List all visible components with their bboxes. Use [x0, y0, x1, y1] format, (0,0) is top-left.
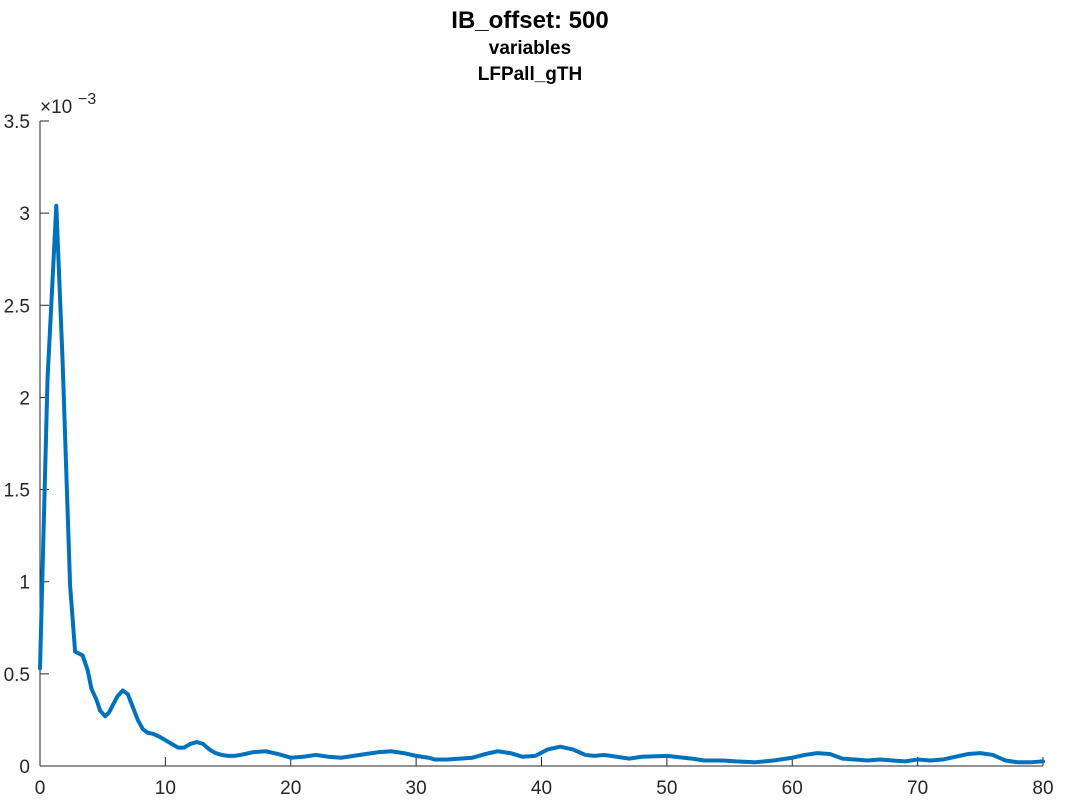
y-tick-label: 2 [19, 388, 30, 409]
y-tick-label: 2.5 [4, 296, 30, 317]
y-tick-label: 1.5 [4, 481, 30, 502]
x-tick-label: 60 [782, 778, 803, 799]
y-tick-label: 3 [19, 204, 30, 225]
x-tick-label: 70 [907, 778, 928, 799]
x-tick-label: 20 [280, 778, 301, 799]
y-exponent-base: ×10 [40, 97, 72, 118]
x-tick-label: 0 [35, 778, 46, 799]
y-tick-label: 0.5 [4, 665, 30, 686]
series-layer [38, 203, 1045, 765]
x-tick-label: 10 [155, 778, 176, 799]
y-exponent-label: ×10 −3 [40, 91, 96, 118]
chart-title: IB_offset: 500 [451, 7, 608, 34]
chart-subtitle-line-2: LFPall_gTH [478, 64, 583, 85]
x-tick-label: 50 [656, 778, 677, 799]
x-tick-label: 40 [531, 778, 552, 799]
y-tick-label: 3.5 [4, 112, 30, 133]
chart-title-block: IB_offset: 500 variables LFPall_gTH [451, 7, 608, 85]
y-ticks: 0 0.5 1 1.5 2 2.5 3 3.5 [4, 112, 49, 778]
y-tick-label: 0 [19, 757, 30, 778]
x-ticks: 0 10 20 30 40 50 60 70 80 [35, 757, 1054, 799]
series-line [38, 203, 1045, 765]
chart-subtitle-line-1: variables [489, 38, 571, 59]
plot-axes [39, 121, 1043, 767]
x-tick-label: 30 [406, 778, 427, 799]
y-tick-label: 1 [19, 573, 30, 594]
y-exponent-power: −3 [78, 91, 96, 108]
x-tick-label: 80 [1032, 778, 1053, 799]
